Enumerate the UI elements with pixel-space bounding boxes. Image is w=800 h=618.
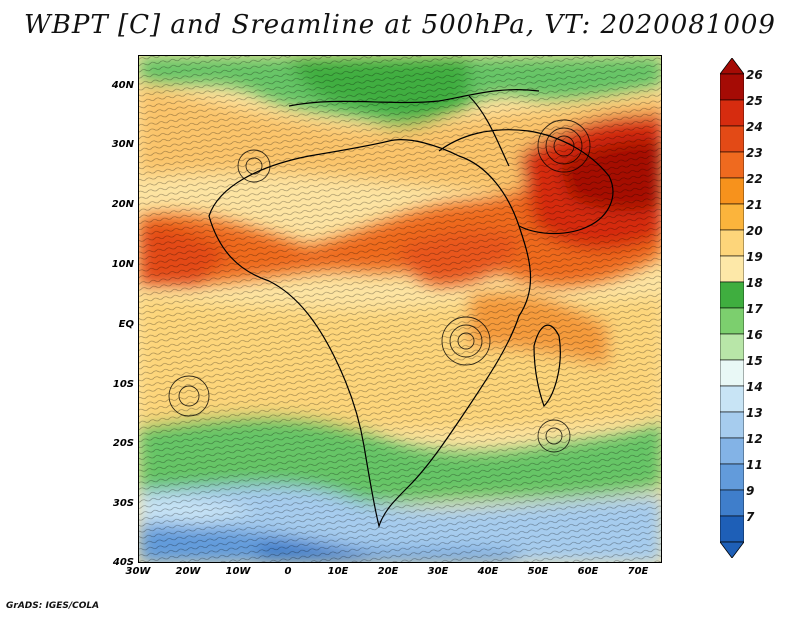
colorbar-label: 22: [746, 172, 763, 186]
colorbar-swatch: [720, 177, 744, 205]
colorbar-swatch: [720, 437, 744, 465]
lat-label-20s: 20S: [112, 438, 134, 449]
coastlines: [208, 89, 614, 529]
colorbar-swatch: [720, 411, 744, 439]
colorbar-swatch: [720, 307, 744, 335]
lon-label-10e: 10E: [327, 566, 349, 577]
lat-label-40n: 40N: [111, 80, 134, 91]
colorbar-label: 25: [746, 94, 763, 108]
colorbar-swatch: [720, 255, 744, 283]
colorbar-label: 11: [746, 458, 763, 472]
map-panel: [138, 55, 662, 563]
colorbar-label: 18: [746, 276, 763, 290]
lon-label-50e: 50E: [527, 566, 549, 577]
lon-label-20w: 20W: [175, 566, 201, 577]
colorbar-label: 26: [746, 68, 763, 82]
colorbar-label: 7: [746, 510, 755, 524]
lon-label-20e: 20E: [377, 566, 399, 577]
colorbar-swatch: [720, 203, 744, 231]
colorbar-label: 19: [746, 250, 763, 264]
lat-label-20n: 20N: [111, 199, 134, 210]
colorbar-label: 23: [746, 146, 763, 160]
colorbar-label: 16: [746, 328, 763, 342]
wbpt-field: [139, 56, 661, 562]
lon-label-0: 0: [284, 566, 292, 577]
colorbar-label: 17: [746, 302, 763, 316]
colorbar-swatch: [720, 151, 744, 179]
colorbar-label: 9: [746, 484, 755, 498]
lon-label-70e: 70E: [627, 566, 649, 577]
lon-label-30w: 30W: [125, 566, 151, 577]
streamlines: [139, 56, 661, 562]
colorbar-label: 12: [746, 432, 763, 446]
lat-label-30s: 30S: [112, 498, 134, 509]
lat-label-10n: 10N: [111, 259, 134, 270]
colorbar-label: 15: [746, 354, 763, 368]
colorbar-label: 14: [746, 380, 763, 394]
colorbar-swatch: [720, 229, 744, 257]
colorbar-swatch: [720, 73, 744, 101]
lon-label-60e: 60E: [577, 566, 599, 577]
colorbar-swatch: [720, 99, 744, 127]
map-title: WBPT [C] and Sreamline at 500hPa, VT: 20…: [24, 10, 776, 40]
lon-label-30e: 30E: [427, 566, 449, 577]
colorbar-top-arrow: [720, 58, 744, 75]
lon-label-40e: 40E: [477, 566, 499, 577]
colorbar-swatch: [720, 489, 744, 517]
colorbar-swatch: [720, 515, 744, 543]
colorbar-swatch: [720, 281, 744, 309]
vortices: [168, 119, 591, 453]
lat-label-40s: 40S: [112, 557, 134, 568]
lat-label-10s: 10S: [112, 379, 134, 390]
credit-text: GrADS: IGES/COLA: [6, 601, 100, 611]
lat-label-30n: 30N: [111, 139, 134, 150]
colorbar-label: 13: [746, 406, 763, 420]
colorbar-bottom-arrow: [720, 541, 744, 558]
lon-label-10w: 10W: [225, 566, 251, 577]
colorbar-label: 21: [746, 198, 763, 212]
colorbar-swatch: [720, 125, 744, 153]
colorbar-label: 20: [746, 224, 763, 238]
colorbar-label: 24: [746, 120, 763, 134]
colorbar-swatch: [720, 463, 744, 491]
colorbar: [720, 58, 744, 558]
colorbar-swatch: [720, 385, 744, 413]
colorbar-swatch: [720, 333, 744, 361]
colorbar-swatch: [720, 359, 744, 387]
lat-label-eq: EQ: [118, 319, 134, 330]
